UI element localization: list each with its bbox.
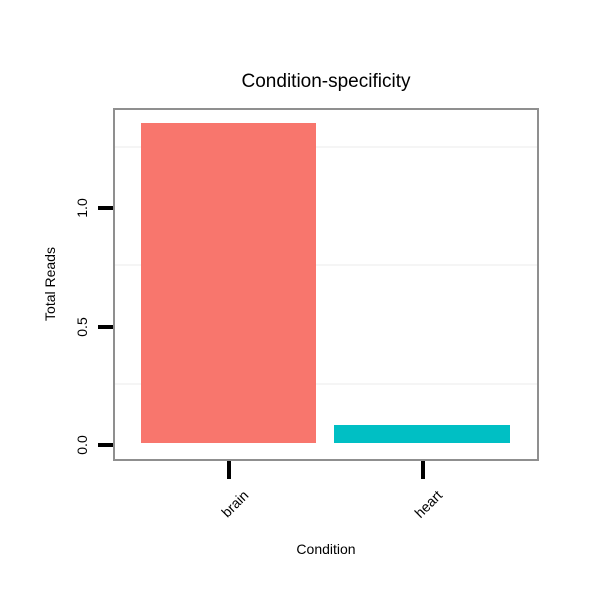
y-tick-label-text: 0.0 — [74, 435, 90, 455]
minor-gridline — [113, 145, 539, 148]
plot-panel — [113, 108, 539, 461]
y-tick — [98, 324, 113, 329]
minor-gridline — [113, 382, 539, 385]
x-axis-title: Condition — [296, 541, 356, 557]
y-axis-title-text: Total Reads — [42, 247, 58, 321]
y-tick — [98, 206, 113, 210]
x-tick — [227, 461, 231, 479]
y-tick-label-text: 0.5 — [74, 316, 90, 337]
x-tick — [421, 461, 425, 479]
x-tick-label-text: heart — [411, 487, 446, 521]
x-tick-label-text: brain — [217, 487, 252, 521]
bar-heart — [334, 425, 510, 443]
y-tick-label-text: 1.0 — [74, 198, 90, 218]
chart-title: Condition-specificity — [241, 71, 411, 92]
y-tick — [98, 443, 113, 447]
bar-brain — [141, 123, 316, 443]
minor-gridline — [113, 264, 539, 267]
